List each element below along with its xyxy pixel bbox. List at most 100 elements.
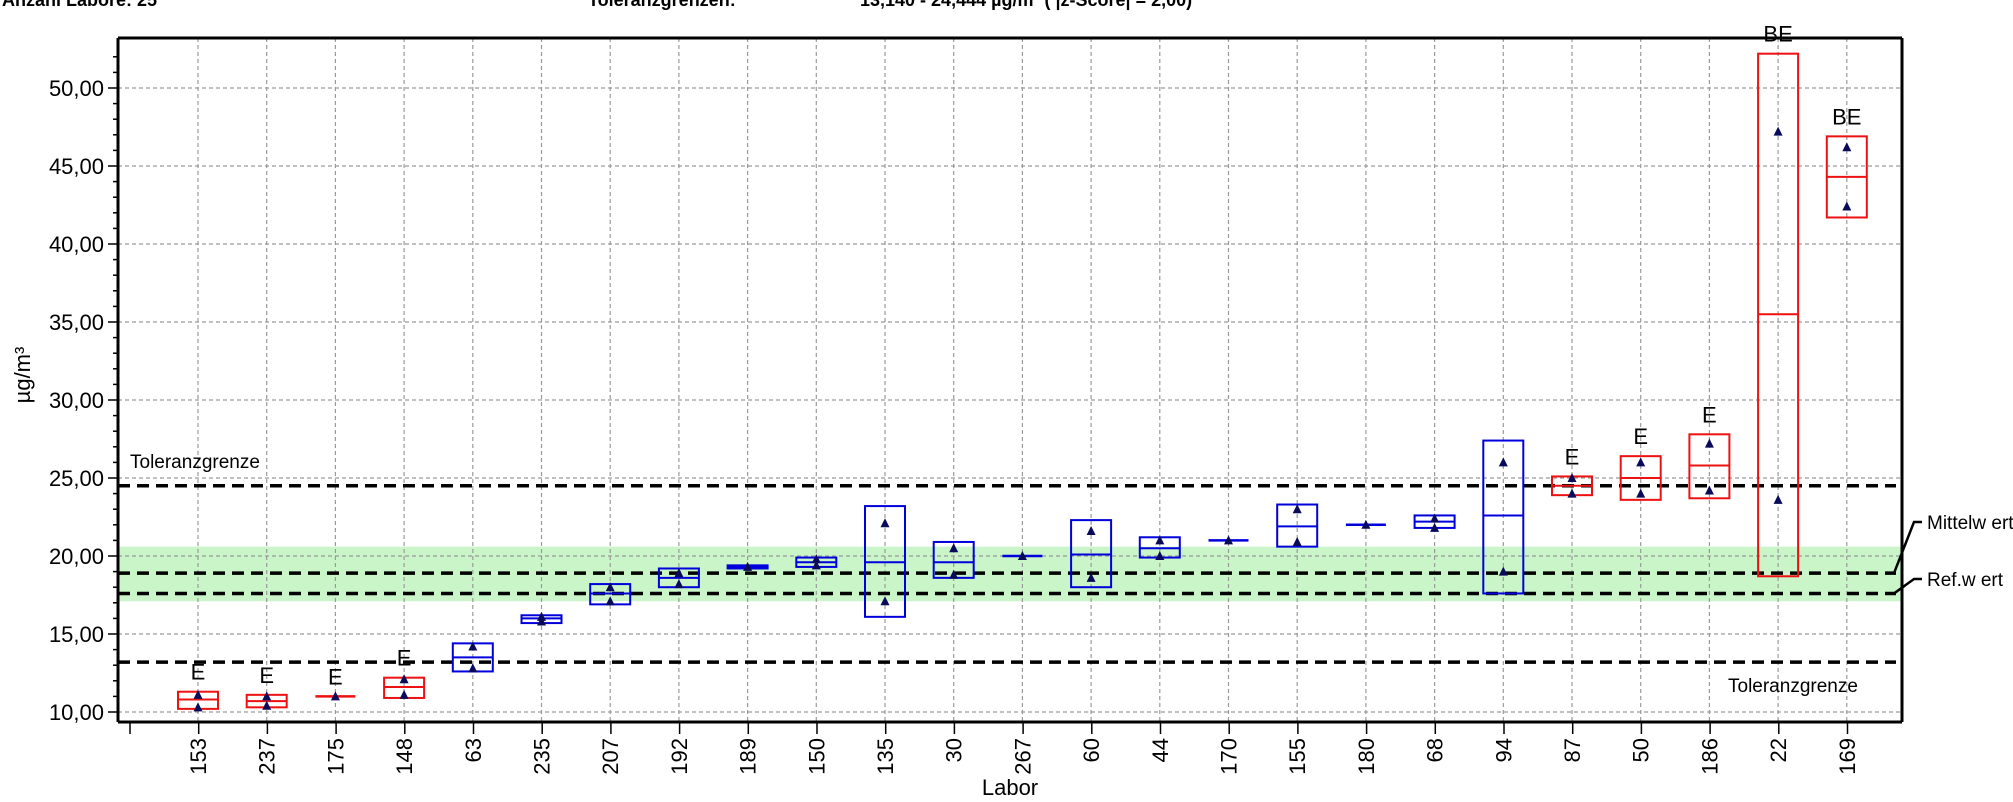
lab-value-marker xyxy=(330,691,340,701)
lab-value-marker xyxy=(1086,526,1096,536)
x-tick-label: 192 xyxy=(667,738,692,775)
x-tick-label: 68 xyxy=(1423,738,1448,762)
lab-value-marker xyxy=(1430,522,1440,532)
lab-value-marker xyxy=(1636,457,1646,467)
x-tick-label: 175 xyxy=(323,738,348,775)
lab-value-marker xyxy=(1773,494,1783,504)
lab-value-marker xyxy=(743,561,753,571)
x-tick-label: 30 xyxy=(942,738,967,762)
lab-value-marker xyxy=(399,689,409,699)
lab-value-marker xyxy=(262,700,272,710)
x-tick-label: 235 xyxy=(530,738,555,775)
x-tick-label: 207 xyxy=(598,738,623,775)
lab-value-marker xyxy=(1430,513,1440,523)
y-tick-label: 45,00 xyxy=(49,154,104,179)
lab-flag-label: E xyxy=(1633,424,1648,449)
x-tick-label: 94 xyxy=(1491,738,1516,762)
lab-value-marker xyxy=(1842,142,1852,152)
reference-label-mittelwert: Mittelw ert xyxy=(1927,513,2013,534)
lab-flag-label: BE xyxy=(1832,104,1861,129)
lab-value-marker xyxy=(674,579,684,589)
x-tick-label: 148 xyxy=(392,738,417,775)
y-tick-label: 50,00 xyxy=(49,76,104,101)
lab-flag-label: E xyxy=(1565,444,1580,469)
x-tick-label: 170 xyxy=(1217,738,1242,775)
lab-value-marker xyxy=(1155,535,1165,545)
lab-flag-label: E xyxy=(1702,402,1717,427)
lab-flag-label: E xyxy=(328,664,343,689)
x-tick-label: 135 xyxy=(873,738,898,775)
lab-value-marker xyxy=(1636,488,1646,498)
lab-value-marker xyxy=(1017,551,1027,560)
x-tick-label: 155 xyxy=(1285,738,1310,775)
lab-value-marker xyxy=(880,596,890,606)
lab-value-marker xyxy=(1842,201,1852,211)
x-tick-label: 267 xyxy=(1010,738,1035,775)
lab-value-marker xyxy=(1498,566,1508,576)
x-axis-title: Labor xyxy=(982,775,1038,800)
lab-value-marker xyxy=(1292,536,1302,546)
x-tick-label: 22 xyxy=(1766,738,1791,762)
lab-value-marker xyxy=(1704,438,1714,448)
lab-value-marker xyxy=(949,543,959,553)
lab-value-marker xyxy=(674,568,684,578)
x-tick-label: 87 xyxy=(1560,738,1585,762)
y-tick-label: 40,00 xyxy=(49,232,104,257)
header-lab-count: Anzahl Labore: 25 xyxy=(2,0,157,10)
y-tick-label: 35,00 xyxy=(49,310,104,335)
x-tick-label: 169 xyxy=(1835,738,1860,775)
x-tick-label: 150 xyxy=(804,738,829,775)
lab-value-marker xyxy=(1704,485,1714,495)
lab-value-marker xyxy=(468,641,478,651)
lab-value-marker xyxy=(811,554,821,564)
lab-flag-label: E xyxy=(191,660,206,685)
lab-value-marker xyxy=(605,582,615,592)
lab-flag-label: E xyxy=(259,663,274,688)
lab-box xyxy=(1482,439,1525,595)
header-tolerance-values: 13,140 - 24,444 µg/m³ ( |z-Score| = 2,00… xyxy=(860,0,1192,10)
reference-label-upper-tolerance: Toleranzgrenze xyxy=(130,452,260,473)
x-tick-label: 60 xyxy=(1079,738,1104,762)
lab-value-marker xyxy=(1155,551,1165,560)
lab-value-marker xyxy=(949,569,959,579)
lab-value-marker xyxy=(193,689,203,699)
lab-value-marker xyxy=(605,596,615,606)
y-tick-label: 25,00 xyxy=(49,466,104,491)
y-tick-label: 10,00 xyxy=(49,700,104,725)
x-tick-label: 153 xyxy=(186,738,211,775)
lab-value-marker xyxy=(193,702,203,712)
x-tick-label: 180 xyxy=(1354,738,1379,775)
lab-value-marker xyxy=(537,616,546,626)
lab-value-marker xyxy=(1773,126,1783,136)
y-tick-label: 20,00 xyxy=(49,544,104,569)
x-tick-label: 186 xyxy=(1697,738,1722,775)
header-tolerance-label: Toleranzgrenzen: xyxy=(588,0,736,10)
reference-label-lower-tolerance: Toleranzgrenze xyxy=(1728,676,1858,697)
x-tick-label: 44 xyxy=(1148,738,1173,762)
lab-value-marker xyxy=(399,674,409,684)
lab-value-marker xyxy=(811,560,821,570)
lab-value-marker xyxy=(1361,519,1371,529)
x-tick-label: 189 xyxy=(736,738,761,775)
y-tick-label: 30,00 xyxy=(49,388,104,413)
y-axis-title: µg/m³ xyxy=(10,347,35,404)
lab-value-marker xyxy=(262,691,272,701)
x-tick-label: 237 xyxy=(255,738,280,775)
lab-value-marker xyxy=(1224,535,1233,545)
lab-flag-label: E xyxy=(397,646,412,671)
x-tick-label: 50 xyxy=(1629,738,1654,762)
lab-value-marker xyxy=(1567,488,1577,498)
lab-value-marker xyxy=(1086,572,1096,582)
lab-value-marker xyxy=(468,663,478,673)
reference-label-refwert: Ref.w ert xyxy=(1927,570,2004,591)
x-tick-label: 63 xyxy=(461,738,486,762)
lab-value-marker xyxy=(537,611,546,621)
lab-flag-label: BE xyxy=(1763,22,1792,47)
lab-value-marker xyxy=(880,518,890,528)
y-tick-label: 15,00 xyxy=(49,622,104,647)
lab-value-marker xyxy=(1498,457,1508,467)
lab-value-marker xyxy=(1292,504,1302,514)
lab-value-marker xyxy=(1567,473,1577,482)
